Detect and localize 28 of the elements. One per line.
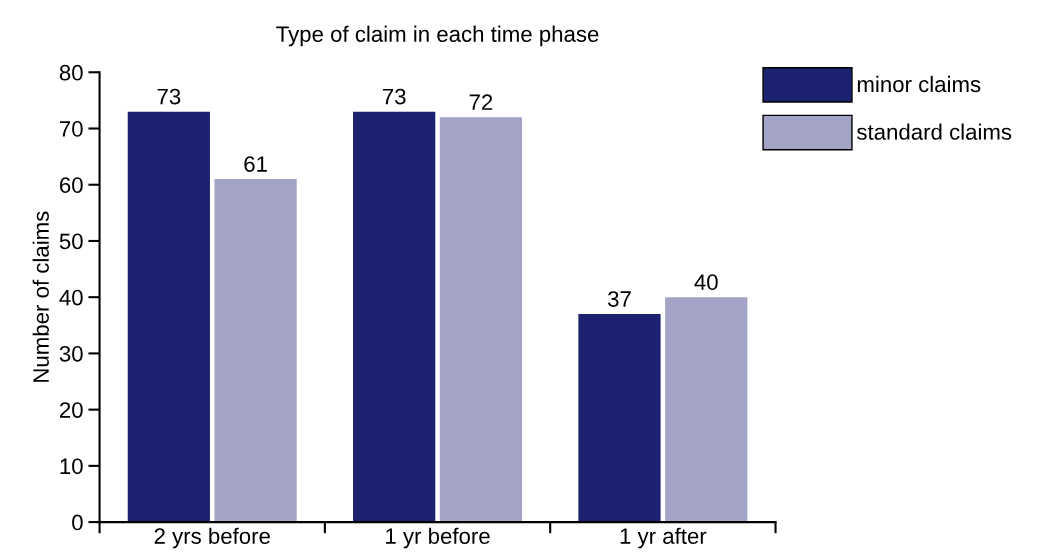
chart-title: Type of claim in each time phase — [276, 25, 599, 47]
legend-label: standard claims — [857, 123, 1012, 140]
y-tick-label: 30 — [59, 345, 83, 362]
bar — [353, 111, 436, 523]
data-label: 73 — [382, 88, 406, 105]
bar — [578, 314, 661, 523]
y-tick-label: 60 — [60, 177, 83, 193]
bar — [439, 117, 523, 523]
y-tick-label: 10 — [60, 458, 83, 475]
data-label: 40 — [694, 274, 718, 291]
bar — [665, 297, 748, 523]
data-label: 72 — [469, 94, 493, 110]
y-tick-label: 70 — [60, 121, 83, 137]
data-label: 61 — [244, 156, 267, 172]
x-tick-label: 1 yr after — [620, 527, 707, 549]
y-tick-label: 80 — [59, 64, 83, 81]
x-tick-label: 2 yrs before — [154, 527, 270, 549]
y-tick-label: 50 — [59, 233, 83, 250]
x-tick-label: 1 yr before — [386, 527, 490, 549]
bar — [214, 179, 297, 523]
y-axis-title: Number of claims — [32, 211, 49, 382]
data-label: 37 — [607, 291, 631, 307]
y-tick-label: 40 — [59, 289, 83, 306]
bar — [127, 111, 210, 523]
legend-label: minor claims — [857, 75, 981, 93]
y-tick-label: 0 — [72, 514, 83, 531]
data-label: 73 — [157, 88, 181, 105]
y-tick-label: 20 — [59, 402, 83, 418]
